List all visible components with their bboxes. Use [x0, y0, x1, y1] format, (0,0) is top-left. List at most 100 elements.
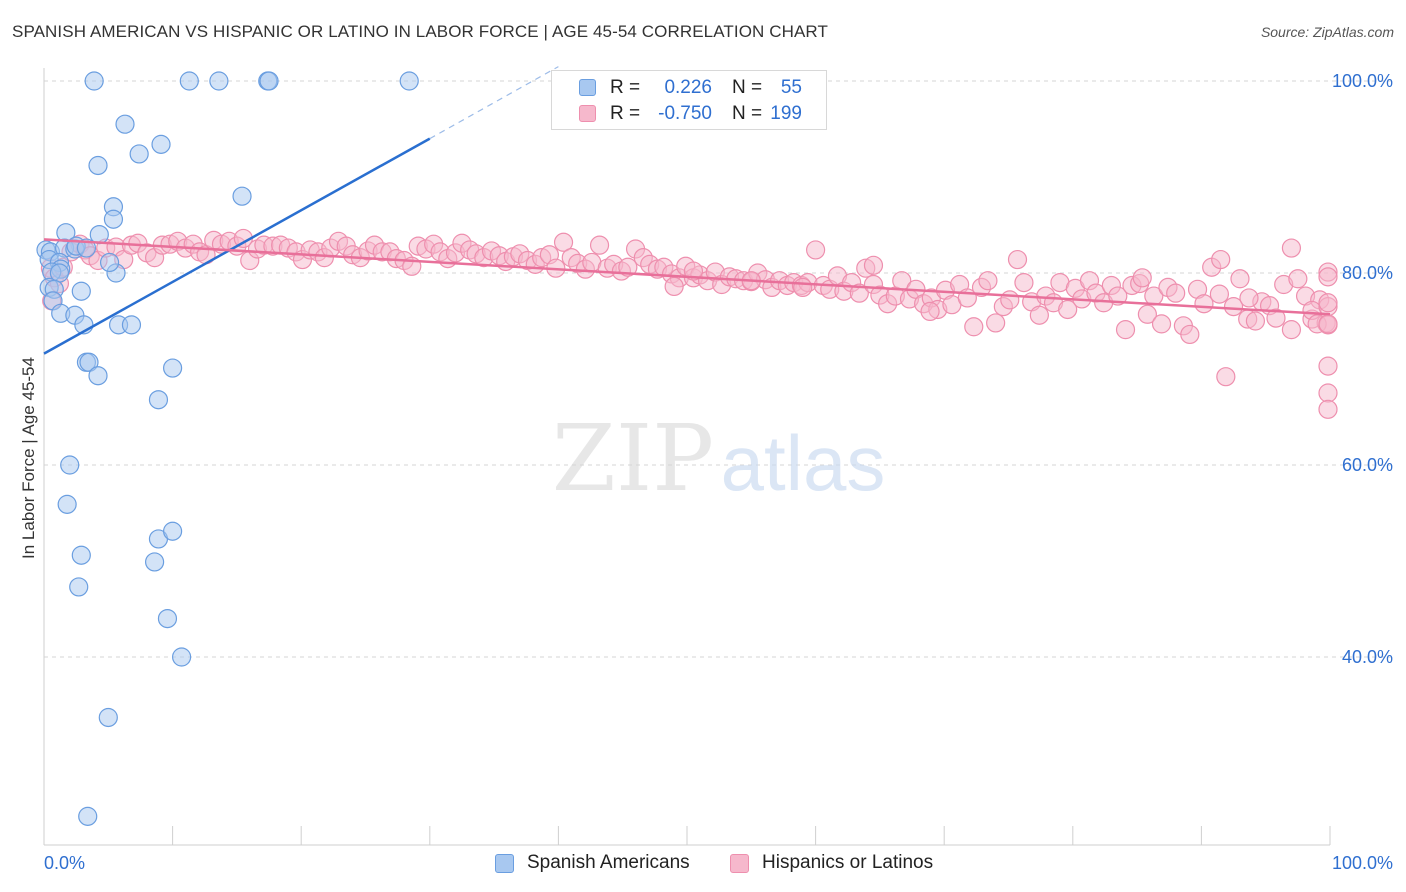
spanish-american-point — [88, 155, 108, 176]
spanish-american-point — [129, 144, 149, 164]
hispanics-point — [1245, 311, 1266, 331]
spanish-american-point — [60, 455, 80, 475]
spanish-american-point — [163, 358, 183, 378]
hispanics-point — [1318, 356, 1338, 376]
hispanics-point — [1058, 299, 1078, 320]
tick-labels: 40.0% 60.0% 80.0% 100.0% 0.0% 100.0% — [44, 71, 1393, 873]
watermark: ZIP atlas — [552, 405, 885, 512]
hispanics-point — [1266, 308, 1286, 328]
spanish-american-point — [79, 352, 99, 372]
trend-lines — [43, 66, 1331, 355]
watermark-zip: ZIP — [552, 405, 714, 512]
hispanics-point — [978, 271, 998, 291]
hispanics-point — [1281, 320, 1302, 340]
bottom-legend-swatch-blue — [495, 854, 514, 873]
spanish-american-point — [121, 315, 142, 335]
hispanics-point — [849, 283, 869, 303]
hispanics-point — [1137, 304, 1157, 324]
hispanics-point — [1000, 290, 1020, 310]
axes — [43, 68, 1331, 846]
legend-r-label: R = — [610, 103, 641, 124]
hispanics-point — [683, 261, 704, 281]
hispanics-point — [1318, 314, 1338, 334]
hispanics-point — [664, 276, 684, 297]
hispanics-point — [986, 313, 1006, 333]
hispanics-point — [1014, 273, 1034, 293]
legend-row-spanish-americans: R = 0.226 N = 55 — [552, 75, 826, 101]
legend-swatch-pink — [579, 105, 596, 122]
hispanics-point — [1318, 293, 1338, 313]
legend-n-value: 55 — [780, 77, 802, 98]
x-tick-label-min: 0.0% — [44, 853, 85, 873]
hispanics-point — [1318, 267, 1338, 287]
y-tick-label: 80.0% — [1342, 263, 1393, 283]
spanish-american-point — [76, 238, 97, 258]
spanish-american-point — [232, 186, 252, 206]
legend-r-value: 0.226 — [664, 77, 712, 98]
bottom-legend-swatch-pink — [730, 854, 749, 873]
bottom-legend-label: Spanish Americans — [527, 852, 690, 873]
hispanics-point — [964, 317, 984, 337]
hispanics-point — [1318, 383, 1338, 403]
spanish-american-point — [179, 71, 199, 91]
hispanics-point — [920, 301, 940, 321]
spanish-american-point — [99, 252, 120, 273]
hispanics-point — [1180, 324, 1200, 345]
spanish-american-point — [399, 71, 419, 91]
spanish-american-point — [209, 71, 229, 91]
x-tick-label-max: 100.0% — [1332, 853, 1393, 873]
spanish-american-point — [157, 608, 178, 629]
bottom-legend-label: Hispanics or Latinos — [762, 852, 934, 873]
stats-legend: R = 0.226 N = 55 R = -0.750 N = 199 — [551, 70, 827, 130]
hispanics-point — [1194, 294, 1214, 314]
hispanics-point — [1230, 269, 1250, 289]
hispanics-point — [1239, 288, 1259, 308]
spanish-american-point — [259, 71, 279, 91]
hispanics-point — [1007, 249, 1028, 270]
y-axis-label: In Labor Force | Age 45-54 — [19, 357, 38, 559]
y-tick-label: 100.0% — [1332, 71, 1393, 91]
spanish-american-point — [57, 494, 77, 514]
legend-row-hispanics: R = -0.750 N = 199 — [552, 101, 826, 127]
hispanics-point — [1132, 268, 1152, 288]
chart-title: SPANISH AMERICAN VS HISPANIC OR LATINO I… — [12, 22, 828, 41]
spanish-american-point — [69, 577, 89, 597]
spanish-american-point — [151, 134, 171, 154]
spanish-american-point — [84, 71, 104, 91]
hispanics-point — [553, 232, 574, 252]
spanish-american-points — [36, 71, 419, 826]
spanish-american-point — [78, 806, 98, 826]
hispanics-point — [1281, 238, 1302, 258]
spanish-american-trend-extension — [429, 66, 559, 140]
grid-lines — [44, 80, 1392, 658]
hispanics-point — [1211, 249, 1231, 270]
legend-r-label: R = — [610, 77, 641, 98]
source-label: Source: ZipAtlas.com — [1260, 24, 1394, 40]
hispanics-point — [589, 235, 610, 255]
y-tick-label: 40.0% — [1342, 647, 1393, 667]
spanish-american-point — [71, 281, 91, 301]
hispanics-point — [1115, 320, 1136, 340]
hispanics-point — [618, 257, 638, 277]
y-tick-label: 60.0% — [1342, 455, 1393, 475]
spanish-american-point — [89, 225, 109, 245]
hispanics-point — [793, 277, 813, 297]
legend-n-value: 199 — [770, 103, 802, 124]
spanish-american-point — [148, 390, 169, 410]
hispanics-point — [1288, 269, 1308, 289]
spanish-american-trend-line — [43, 137, 431, 355]
spanish-american-point — [144, 552, 165, 572]
watermark-atlas: atlas — [721, 419, 886, 507]
hispanics-point — [1166, 283, 1186, 303]
hispanics-point — [1223, 297, 1244, 317]
hispanics-point — [1318, 399, 1338, 419]
hispanics-point — [1151, 314, 1172, 334]
spanish-american-point — [103, 209, 124, 229]
spanish-american-point — [98, 707, 118, 728]
hispanics-trend-line — [43, 238, 1331, 316]
hispanics-point — [1029, 305, 1049, 325]
legend-r-value: -0.750 — [658, 103, 712, 124]
spanish-american-point — [163, 521, 183, 541]
hispanics-point — [1216, 367, 1236, 387]
